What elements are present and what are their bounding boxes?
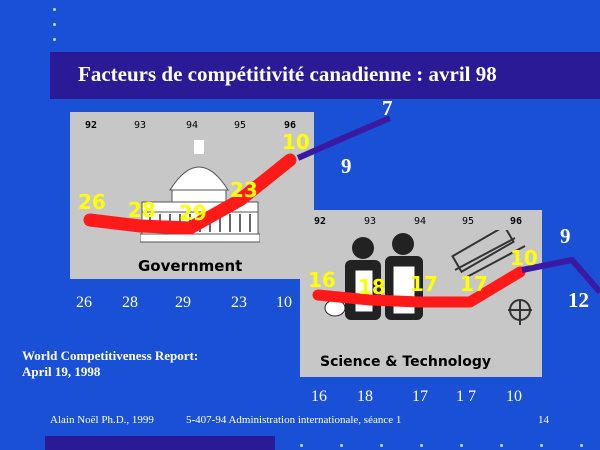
science-rank-label: 17 [460, 272, 488, 296]
source-line: World Competitiveness Report: [22, 348, 199, 363]
year-label: 92 [314, 216, 327, 227]
government-row-value: 29 [175, 294, 191, 311]
science-projection-label: 12 [568, 288, 589, 312]
year-label: 95 [462, 216, 475, 227]
government-row-value: 28 [122, 294, 138, 311]
year-label: 96 [284, 120, 297, 131]
year-label: 92 [85, 120, 98, 131]
decor-dot [500, 444, 503, 447]
government-rank-label: 28 [128, 198, 156, 222]
slide-title: Facteurs de compétitivité canadienne : a… [78, 62, 497, 86]
decor-dot [53, 23, 56, 26]
footer-author: Alain Noël Ph.D., 1999 [50, 414, 154, 426]
science-caption: Science & Technology [320, 354, 491, 370]
government-trend-line [83, 153, 297, 235]
science-row-value: 18 [357, 388, 373, 405]
decor-dot [53, 38, 56, 41]
science-rank-label: 16 [308, 268, 336, 292]
government-rank-label: 29 [179, 201, 207, 225]
year-label: 93 [134, 120, 147, 131]
footer-course: 5-407-94 Administration internationale, … [186, 414, 402, 426]
science-row-value: 1 7 [456, 388, 476, 405]
science-projection-line [521, 257, 600, 294]
government-projection-line [296, 115, 392, 161]
science-projection-label: 9 [560, 224, 571, 248]
government-panel: 92 93 94 95 96 Government [70, 112, 314, 279]
government-row-value: 10 [276, 294, 292, 311]
source-note: World Competitiveness Report: April 19, … [22, 348, 198, 380]
year-label: 93 [364, 216, 377, 227]
science-row-value: 10 [506, 388, 522, 405]
year-label: 95 [234, 120, 247, 131]
government-rank-label: 10 [282, 130, 310, 154]
year-label: 94 [186, 120, 199, 131]
government-rank-label: 26 [78, 190, 106, 214]
year-label: 94 [414, 216, 427, 227]
government-caption: Government [138, 257, 243, 275]
decor-dot [460, 444, 463, 447]
government-row-value: 26 [76, 294, 92, 311]
decor-dot [580, 444, 583, 447]
title-bar [50, 52, 600, 99]
science-trend-line [312, 266, 526, 308]
decor-dot [540, 444, 543, 447]
decor-dot [300, 444, 303, 447]
government-projection-label: 9 [341, 154, 352, 178]
science-row-value: 17 [412, 388, 428, 405]
government-rank-label: 23 [230, 178, 258, 202]
government-projection-label: 7 [382, 96, 393, 120]
source-date: April 19, 1998 [22, 364, 101, 379]
decor-dot [340, 444, 343, 447]
science-rank-label: 10 [510, 246, 538, 270]
decor-dot [53, 8, 56, 11]
science-rank-label: 18 [358, 275, 386, 299]
decor-dot [380, 444, 383, 447]
page-number: 14 [538, 414, 549, 426]
year-label: 96 [510, 216, 523, 227]
bottom-bar [45, 436, 275, 450]
science-rank-label: 17 [410, 272, 438, 296]
government-row-value: 23 [231, 294, 247, 311]
science-row-value: 16 [311, 388, 327, 405]
decor-dot [420, 444, 423, 447]
